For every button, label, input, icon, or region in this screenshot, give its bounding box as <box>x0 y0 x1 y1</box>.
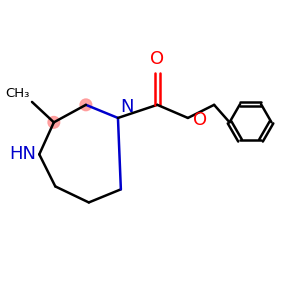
Text: HN: HN <box>9 146 36 164</box>
Circle shape <box>48 116 60 128</box>
Text: N: N <box>120 98 134 116</box>
Text: O: O <box>150 50 164 68</box>
Text: O: O <box>193 111 207 129</box>
Text: CH₃: CH₃ <box>5 88 30 100</box>
Circle shape <box>80 99 92 111</box>
